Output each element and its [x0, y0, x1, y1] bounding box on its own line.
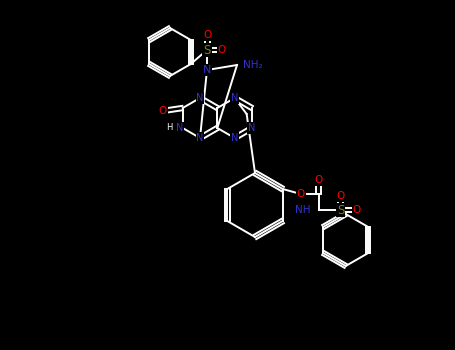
Text: O: O [297, 189, 305, 199]
Text: O: O [218, 45, 226, 55]
Text: NH₂: NH₂ [243, 60, 263, 70]
Text: O: O [158, 106, 167, 116]
Text: O: O [203, 30, 211, 40]
Text: N: N [196, 133, 204, 143]
Text: H: H [167, 124, 173, 133]
Text: N: N [196, 93, 204, 103]
Text: N: N [231, 93, 238, 103]
Text: N: N [203, 65, 211, 75]
Text: NH: NH [295, 205, 311, 215]
Text: N: N [248, 123, 256, 133]
Text: O: O [337, 191, 345, 201]
Text: N: N [231, 133, 238, 143]
Text: S: S [337, 203, 344, 217]
Text: S: S [203, 43, 211, 56]
Text: N: N [176, 123, 183, 133]
Text: O: O [353, 205, 361, 215]
Text: O: O [314, 175, 323, 185]
